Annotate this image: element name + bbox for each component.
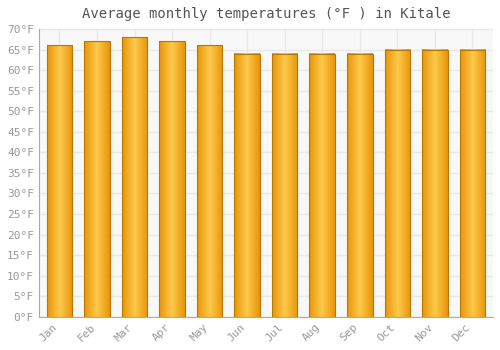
Bar <box>422 50 448 317</box>
Bar <box>310 54 335 317</box>
Bar <box>347 54 372 317</box>
Bar <box>160 41 185 317</box>
Bar <box>460 50 485 317</box>
Bar <box>197 46 222 317</box>
Bar <box>272 54 297 317</box>
Title: Average monthly temperatures (°F ) in Kitale: Average monthly temperatures (°F ) in Ki… <box>82 7 450 21</box>
Bar <box>84 41 110 317</box>
Bar <box>384 50 410 317</box>
Bar <box>234 54 260 317</box>
Bar <box>46 46 72 317</box>
Bar <box>122 37 148 317</box>
